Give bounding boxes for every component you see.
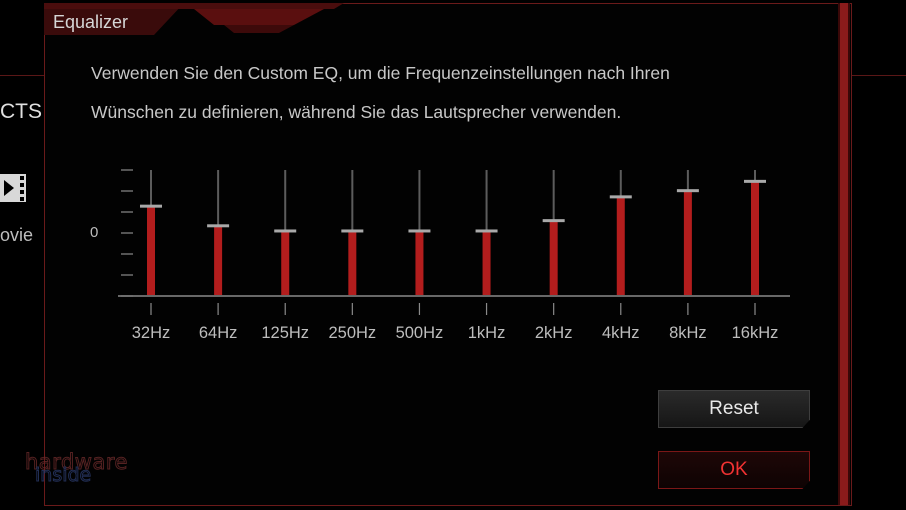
eq-band-handle	[140, 204, 162, 208]
eq-band-slider[interactable]	[609, 170, 632, 315]
watermark-line-1: hardware	[25, 450, 128, 475]
background-section-title: CTS	[0, 100, 42, 123]
eq-band-slider[interactable]	[341, 170, 364, 315]
reset-button[interactable]: Reset	[658, 390, 810, 428]
eq-band-label: 2kHz	[534, 324, 573, 342]
eq-band-label: 32Hz	[131, 324, 171, 342]
eq-band-handle	[475, 229, 498, 233]
eq-zero-label: 0	[90, 224, 99, 241]
eq-band-level-bar	[281, 230, 290, 295]
watermark-logo: hardware inside	[25, 450, 145, 487]
eq-band-label: 125Hz	[261, 324, 310, 342]
eq-band-slider[interactable]	[475, 170, 498, 315]
film-icon[interactable]	[0, 172, 27, 204]
eq-band-level-bar	[348, 230, 357, 295]
eq-band-handle	[609, 195, 632, 199]
eq-band-level-bar	[616, 196, 625, 295]
eq-band-handle	[542, 219, 565, 223]
eq-band-handle	[341, 229, 364, 233]
ok-button[interactable]: OK	[658, 451, 810, 489]
eq-band-label: 250Hz	[328, 324, 377, 342]
eq-band-label: 8kHz	[669, 324, 707, 342]
eq-band-label: 16kHz	[731, 324, 779, 342]
eq-band-slider[interactable]	[207, 170, 230, 315]
dialog-side-stripe	[838, 3, 850, 505]
eq-band-handle	[744, 179, 766, 183]
eq-band-slider[interactable]	[676, 170, 699, 315]
eq-band-slider[interactable]	[140, 170, 162, 315]
description-line-1: Verwenden Sie den Custom EQ, um die Freq…	[91, 63, 670, 83]
eq-band-label: 4kHz	[601, 324, 640, 342]
eq-band-level-bar	[683, 190, 692, 295]
dialog-title: Equalizer	[53, 12, 129, 32]
eq-band-handle	[274, 229, 297, 233]
eq-band-handle	[676, 189, 699, 193]
eq-band-handle	[207, 224, 230, 228]
dialog-titlebar: Equalizer	[44, 3, 464, 35]
eq-band-slider[interactable]	[408, 170, 431, 315]
eq-scale-ticks	[121, 169, 133, 297]
description-line-2: Wünschen zu definieren, während Sie das …	[91, 102, 622, 122]
background-movie-label: ovie	[0, 225, 34, 245]
eq-bands	[140, 170, 766, 315]
eq-band-handle	[408, 229, 431, 233]
eq-band-level-bar	[415, 230, 424, 295]
titlebar-decoration	[44, 3, 344, 35]
eq-band-slider[interactable]	[744, 170, 766, 315]
eq-band-label: 1kHz	[467, 324, 506, 342]
eq-band-level-bar	[751, 181, 759, 295]
eq-band-level-bar	[214, 225, 223, 295]
eq-band-level-bar	[549, 220, 558, 295]
watermark-line-2: inside	[34, 464, 92, 487]
eq-band-slider[interactable]	[542, 170, 565, 315]
eq-band-level-bar	[482, 230, 491, 295]
eq-band-label: 500Hz	[395, 324, 444, 342]
eq-band-label: 64Hz	[198, 324, 238, 342]
eq-band-slider[interactable]	[274, 170, 297, 315]
eq-band-level-bar	[147, 206, 155, 295]
